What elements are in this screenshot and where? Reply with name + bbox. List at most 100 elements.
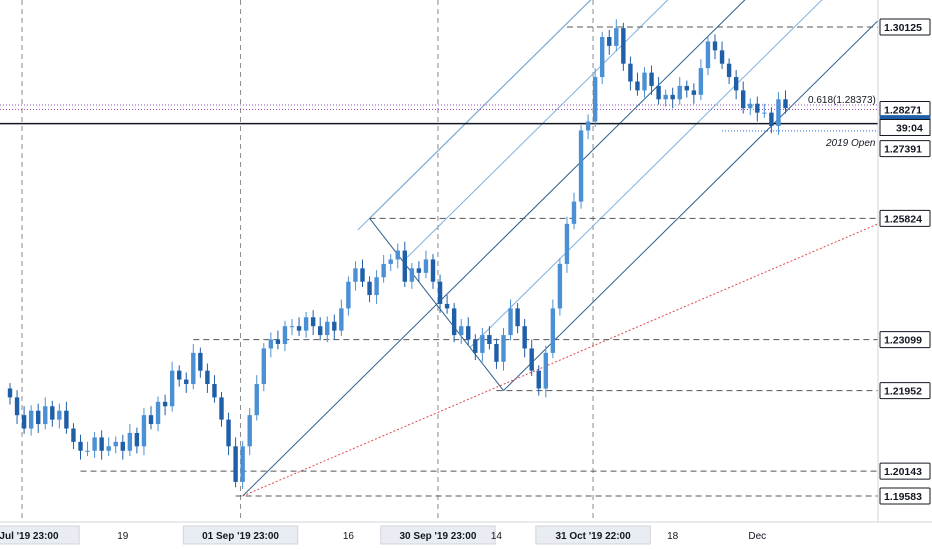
candle-body: [99, 437, 104, 451]
candle-body: [529, 348, 534, 371]
candle-body: [416, 268, 422, 273]
candle-body: [261, 348, 266, 385]
candle-body: [247, 415, 252, 447]
candle-body: [71, 428, 76, 442]
candle-body: [691, 90, 697, 95]
candle-body: [395, 250, 400, 260]
candle-body: [113, 441, 118, 447]
pitchfork-median: [242, 0, 746, 497]
time-tick-label: 31 Jul '19 23:00: [0, 531, 59, 542]
horizontal-levels: [0, 26, 878, 497]
candle-body: [318, 326, 323, 336]
candle-body: [783, 99, 788, 109]
candle-body: [346, 281, 351, 309]
candle-body: [557, 263, 563, 309]
candle-body: [748, 103, 753, 109]
candle-body: [755, 103, 760, 113]
candle-body: [282, 326, 288, 344]
pitchfork-quarter-upper: [402, 0, 669, 262]
candle-body: [85, 450, 90, 452]
candle-body: [7, 388, 13, 398]
time-axis[interactable]: 31 Jul '19 23:00 19 01 Sep '19 23:00 16 30 S…: [0, 521, 932, 550]
candle-body: [127, 432, 133, 451]
time-tick-label: 30 Sep '19 23:00: [400, 531, 477, 542]
trendline-dotted: [242, 223, 879, 497]
candle-body: [684, 85, 689, 91]
price-label-box: [879, 331, 931, 349]
candle-body: [92, 437, 97, 451]
candle-body: [663, 94, 668, 100]
price-label-box: [879, 140, 931, 158]
open-label: 2019 Open: [825, 138, 876, 149]
pitchfork-handle: [369, 218, 504, 391]
candle-body: [388, 259, 393, 264]
price-label: 1.23099: [884, 335, 922, 347]
candle-body: [177, 370, 182, 380]
candle-body: [43, 406, 48, 425]
candle-body: [303, 317, 309, 331]
candle-body: [226, 419, 231, 447]
countdown-label: 39:04: [896, 122, 923, 134]
price-label-box: [879, 209, 931, 227]
candle-body: [325, 321, 330, 336]
candle-body: [600, 37, 605, 78]
price-axis[interactable]: 1.301251.282711.279521.273911.258241.230…: [877, 0, 932, 522]
price-label: 1.21952: [884, 386, 922, 398]
candle-body: [550, 308, 556, 353]
candle-body: [466, 326, 471, 340]
annotations: 0.618(1.28373) 2019 Open: [808, 95, 876, 149]
candle-body: [360, 268, 365, 282]
candle-body: [21, 415, 27, 429]
candle-body: [78, 441, 83, 451]
time-label-box: [535, 525, 651, 545]
candle-body: [515, 308, 520, 327]
price-label-box: [879, 487, 931, 505]
candle-body: [268, 339, 274, 349]
candle-body: [381, 263, 386, 278]
pitchfork-upper: [369, 0, 592, 219]
candle-body: [275, 339, 281, 344]
candle-body: [402, 250, 407, 282]
candle-body: [592, 77, 598, 122]
time-tick-label: 18: [667, 531, 679, 542]
candle-body: [134, 432, 140, 447]
candle-body: [310, 317, 316, 327]
candle-body: [733, 77, 739, 91]
candle-body: [480, 335, 485, 353]
candle-body: [374, 277, 379, 296]
candle-body: [543, 352, 548, 389]
candle-body: [423, 259, 429, 273]
candle-body: [169, 370, 175, 407]
candle-body: [339, 308, 344, 331]
candle-body: [198, 352, 203, 371]
candle-body: [240, 446, 245, 482]
price-axis-bg: [878, 0, 932, 522]
price-label: 1.27391: [884, 144, 922, 156]
candle-body: [614, 28, 619, 46]
candle-body: [762, 112, 767, 114]
fib-label: 0.618(1.28373): [808, 95, 876, 106]
candle-body: [571, 201, 577, 224]
candle-body: [719, 50, 725, 64]
candle-body: [487, 335, 492, 344]
price-label-box: [879, 382, 931, 400]
candle-body: [585, 121, 591, 131]
candle-body: [353, 268, 358, 282]
price-label: 1.28271: [884, 104, 922, 116]
candle-body: [155, 401, 161, 425]
candle-body: [367, 281, 372, 296]
time-tick-label: 19: [117, 531, 129, 542]
candle-body: [36, 410, 41, 425]
candle-body: [120, 441, 125, 451]
candles: [7, 19, 788, 490]
price-label: 1.20143: [884, 466, 922, 478]
candle-body: [536, 370, 541, 389]
candle-body: [712, 41, 718, 51]
price-label: 1.19583: [884, 491, 922, 503]
candle-body: [508, 308, 513, 336]
candle-body: [148, 415, 154, 425]
candle-body: [564, 223, 570, 264]
candle-body: [501, 335, 506, 362]
pitchfork-channel: [242, 0, 900, 497]
